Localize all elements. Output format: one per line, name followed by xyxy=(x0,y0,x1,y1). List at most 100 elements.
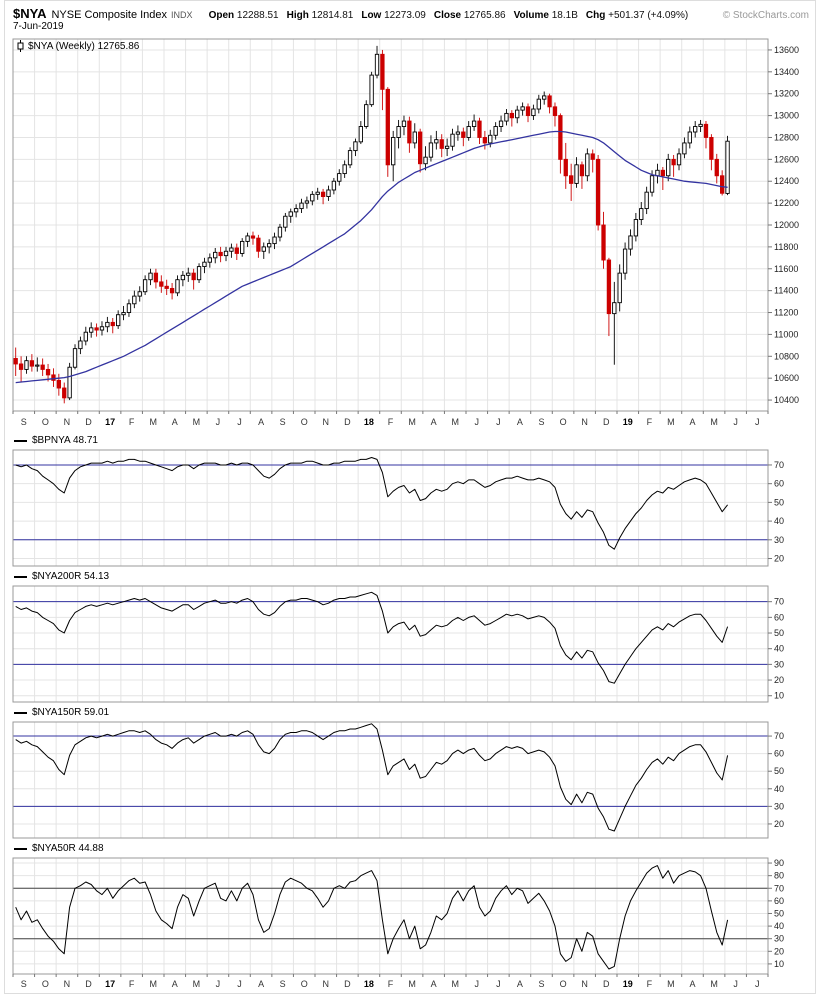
svg-text:10: 10 xyxy=(774,959,784,969)
high-value: 12814.81 xyxy=(311,10,354,21)
svg-text:11400: 11400 xyxy=(774,286,798,296)
bpnya-chart: 20 30 40 50 60 70 xyxy=(12,449,784,567)
svg-text:11200: 11200 xyxy=(774,308,798,318)
chart-date: 7-Jun-2019 xyxy=(13,21,64,32)
svg-text:J: J xyxy=(496,417,501,427)
svg-text:90: 90 xyxy=(774,858,784,868)
svg-text:50: 50 xyxy=(774,908,784,918)
svg-text:J: J xyxy=(755,417,760,427)
nya150r-legend: $NYA150R 59.01 xyxy=(5,705,815,720)
svg-text:50: 50 xyxy=(774,766,784,776)
svg-text:M: M xyxy=(408,417,416,427)
bpnya-panel: $BPNYA 48.71 20 30 40 50 60 70 xyxy=(5,433,815,569)
quote-field-chg: Chg +501.37 (+4.09%) xyxy=(586,10,688,21)
svg-text:S: S xyxy=(538,979,544,989)
svg-text:D: D xyxy=(344,417,351,427)
svg-text:F: F xyxy=(129,979,135,989)
svg-text:D: D xyxy=(344,979,351,989)
svg-text:S: S xyxy=(21,417,27,427)
svg-text:12000: 12000 xyxy=(774,220,799,230)
svg-text:D: D xyxy=(603,979,610,989)
stockcharts-chart: $NYA NYSE Composite Index INDX Open 1228… xyxy=(4,0,816,994)
high-label: High xyxy=(286,10,309,21)
svg-text:13200: 13200 xyxy=(774,89,799,99)
volume-value: 18.1B xyxy=(551,10,578,21)
svg-text:F: F xyxy=(388,979,394,989)
svg-text:40: 40 xyxy=(774,516,784,526)
line-swatch-icon xyxy=(14,847,27,850)
svg-text:D: D xyxy=(85,979,92,989)
svg-text:20: 20 xyxy=(774,554,784,564)
nya150r-chart: 20 30 40 50 60 70 xyxy=(12,721,784,839)
svg-text:O: O xyxy=(560,979,567,989)
svg-text:M: M xyxy=(193,417,201,427)
svg-text:50: 50 xyxy=(774,628,784,638)
svg-text:F: F xyxy=(647,417,653,427)
svg-text:A: A xyxy=(517,417,523,427)
svg-text:30: 30 xyxy=(774,801,784,811)
chg-value: +501.37 (+4.09%) xyxy=(608,10,689,21)
svg-text:70: 70 xyxy=(774,883,784,893)
svg-text:30: 30 xyxy=(774,934,784,944)
line-swatch-icon xyxy=(14,711,27,714)
svg-text:12800: 12800 xyxy=(774,132,799,142)
line-swatch-icon xyxy=(14,575,27,578)
svg-text:70: 70 xyxy=(774,460,784,470)
svg-text:M: M xyxy=(710,979,718,989)
close-label: Close xyxy=(433,10,462,21)
svg-text:O: O xyxy=(42,417,49,427)
quote-field-close: Close 12765.86 xyxy=(434,10,506,21)
nya200r-chart: 10 20 30 40 50 60 70 xyxy=(12,585,784,703)
svg-text:10800: 10800 xyxy=(774,351,799,361)
svg-text:M: M xyxy=(710,417,718,427)
svg-text:11600: 11600 xyxy=(774,264,798,274)
svg-text:F: F xyxy=(388,417,394,427)
svg-text:M: M xyxy=(667,979,675,989)
svg-text:60: 60 xyxy=(774,749,784,759)
svg-text:A: A xyxy=(172,417,178,427)
svg-text:20: 20 xyxy=(774,819,784,829)
svg-text:10: 10 xyxy=(774,691,784,701)
svg-text:J: J xyxy=(216,979,221,989)
svg-text:N: N xyxy=(64,979,71,989)
svg-text:M: M xyxy=(451,979,459,989)
bpnya-legend-label: $BPNYA 48.71 xyxy=(32,435,98,446)
nya50r-legend: $NYA50R 44.88 xyxy=(5,841,815,856)
svg-text:N: N xyxy=(64,417,71,427)
svg-text:19: 19 xyxy=(623,417,633,427)
index-name: NYSE Composite Index xyxy=(51,9,168,21)
svg-text:18: 18 xyxy=(364,979,374,989)
svg-text:A: A xyxy=(431,417,437,427)
svg-text:13600: 13600 xyxy=(774,45,799,55)
quote-field-volume: Volume 18.1B xyxy=(514,10,578,21)
svg-text:O: O xyxy=(301,417,308,427)
svg-text:A: A xyxy=(258,979,264,989)
svg-text:M: M xyxy=(408,979,416,989)
svg-text:12600: 12600 xyxy=(774,154,799,164)
svg-text:M: M xyxy=(149,979,157,989)
svg-text:12400: 12400 xyxy=(774,176,799,186)
bpnya-legend: $BPNYA 48.71 xyxy=(5,433,815,448)
nya200r-legend-label: $NYA200R 54.13 xyxy=(32,571,110,582)
low-value: 12273.09 xyxy=(384,10,426,21)
svg-text:40: 40 xyxy=(774,784,784,794)
svg-text:60: 60 xyxy=(774,479,784,489)
svg-text:M: M xyxy=(667,417,675,427)
low-label: Low xyxy=(361,10,382,21)
svg-text:S: S xyxy=(280,979,286,989)
nya150r-panel: $NYA150R 59.01 20 30 40 50 60 70 xyxy=(5,705,815,841)
quote-field-low: Low 12273.09 xyxy=(361,10,426,21)
svg-text:13000: 13000 xyxy=(774,111,799,121)
svg-text:11000: 11000 xyxy=(774,329,798,339)
copyright-link[interactable]: © StockCharts.com xyxy=(722,10,809,21)
svg-text:60: 60 xyxy=(774,896,784,906)
svg-text:N: N xyxy=(581,979,588,989)
symbol: $NYA xyxy=(13,6,47,21)
svg-text:10400: 10400 xyxy=(774,395,799,405)
svg-text:S: S xyxy=(280,417,286,427)
svg-text:60: 60 xyxy=(774,612,784,622)
svg-text:F: F xyxy=(129,417,135,427)
open-value: 12288.51 xyxy=(236,10,279,21)
svg-text:M: M xyxy=(193,979,201,989)
volume-label: Volume xyxy=(513,10,549,21)
